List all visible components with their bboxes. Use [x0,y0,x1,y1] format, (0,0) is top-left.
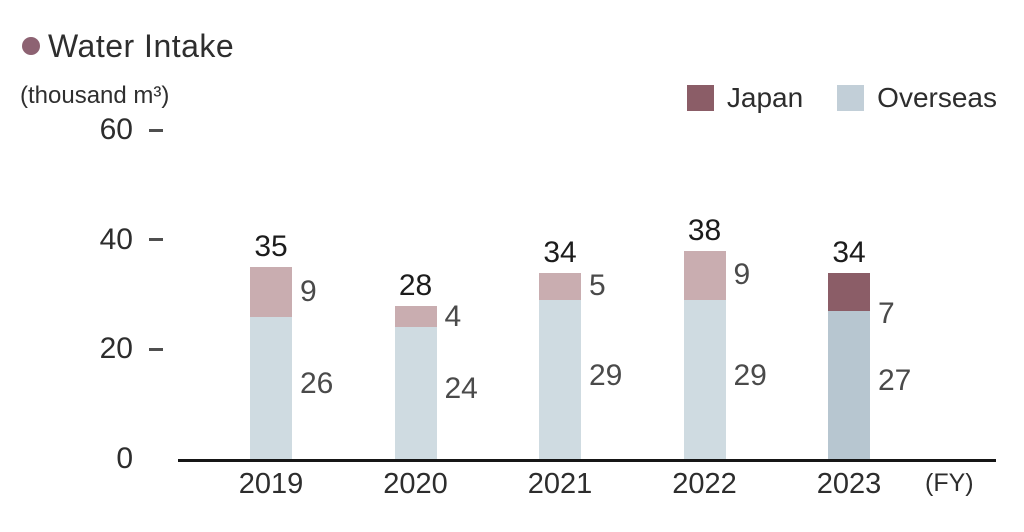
bar-segment-japan-2022 [683,250,726,301]
total-value-label: 28 [398,268,433,302]
bar-segment-japan-2019 [250,267,292,317]
y-axis-tick-mark [149,347,163,351]
overseas-value-label: 29 [733,358,767,392]
x-axis-label-2023: 2023 [816,468,882,500]
x-axis-label-2020: 2020 [383,468,448,500]
japan-value-label: 4 [444,299,462,333]
x-axis-label-2019: 2019 [238,468,304,500]
chart-header: Water Intake [22,30,234,62]
overseas-value-label: 24 [444,372,478,406]
x-axis-label-2022: 2022 [672,468,737,500]
legend-swatch-overseas-icon [837,85,865,111]
total-value-label: 34 [543,235,577,269]
overseas-value-label: 29 [589,358,623,392]
legend-label-japan: Japan [726,82,804,113]
bar-segment-overseas-2022 [683,300,726,459]
y-axis-tick-mark [149,238,163,242]
total-value-label: 38 [687,213,722,247]
japan-value-label: 5 [589,269,606,303]
total-value-label: 34 [832,235,866,269]
y-axis-tick-mark [149,128,163,132]
overseas-value-label: 27 [878,364,912,398]
japan-value-label: 9 [300,274,317,308]
total-value-label: 35 [254,230,288,264]
japan-value-label: 9 [733,258,751,292]
bar-segment-overseas-2023 [828,311,870,459]
bar-segment-overseas-2020 [394,327,437,459]
legend: Japan Overseas [686,82,997,113]
title-bullet-icon [22,37,40,55]
y-axis-tick-label: 0 [116,442,133,475]
bar-segment-japan-2023 [828,272,870,312]
bar-segment-overseas-2019 [250,316,292,459]
legend-item-japan: Japan [686,82,804,113]
bar-segment-overseas-2021 [539,300,581,459]
y-axis-unit-label: (thousand m³) [20,82,170,109]
bar-segment-japan-2021 [539,272,581,301]
japan-value-label: 7 [878,296,895,330]
y-axis-tick-label: 20 [99,332,133,366]
x-axis-line [178,459,996,462]
chart-title: Water Intake [48,28,235,64]
legend-label-overseas: Overseas [877,82,997,113]
legend-swatch-japan-icon [686,85,714,111]
y-axis-tick-label: 60 [99,113,133,147]
fiscal-year-label: (FY) [925,469,974,497]
x-axis-label-2021: 2021 [527,468,593,500]
bar-segment-japan-2020 [394,305,437,328]
overseas-value-label: 26 [300,366,334,400]
y-axis-tick-label: 40 [99,222,133,256]
legend-item-overseas: Overseas [837,84,997,112]
